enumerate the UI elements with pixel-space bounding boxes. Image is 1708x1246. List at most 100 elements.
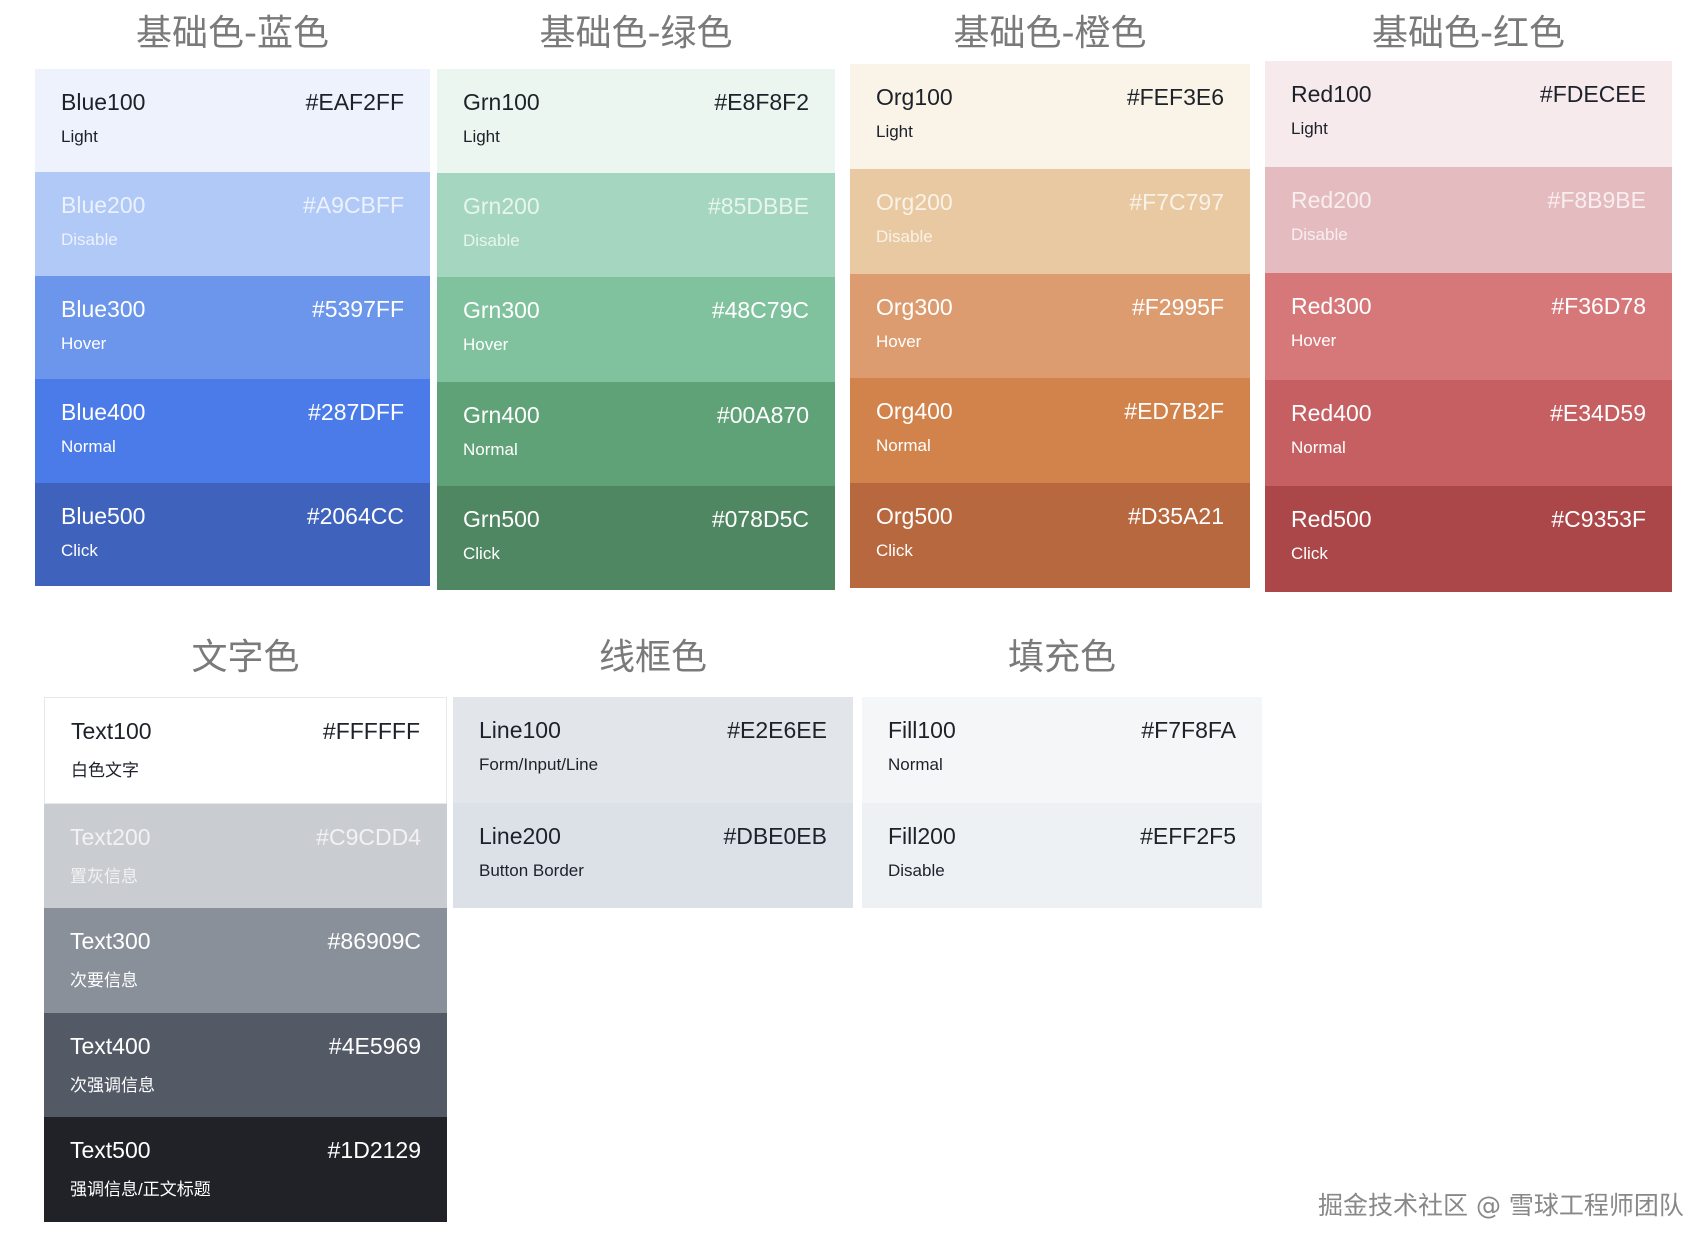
swatch-column: Blue100 #EAF2FF Light Blue200 #A9CBFF Disable… — [35, 69, 430, 587]
swatch-usage: Light — [61, 127, 98, 146]
swatch-hex: #EAF2FF — [305, 89, 404, 115]
swatch-hex: #86909C — [327, 928, 421, 955]
color-swatch: Blue200 #A9CBFF Disable — [35, 172, 430, 276]
swatch-name: Text300 — [70, 928, 151, 955]
color-swatch: Text400 #4E5969 次强调信息 — [44, 1012, 447, 1118]
color-swatch: Red500 #C9353F Click — [1265, 485, 1672, 593]
swatch-hex: #E34D59 — [1550, 399, 1646, 426]
swatch-hex: #C9CDD4 — [316, 823, 421, 850]
color-swatch: Text200 #C9CDD4 置灰信息 — [44, 803, 447, 909]
swatch-usage: Click — [463, 543, 500, 563]
swatch-name: Red200 — [1291, 187, 1372, 214]
swatch-usage: Light — [463, 127, 500, 146]
group-title: 基础色-蓝色 — [136, 13, 329, 54]
group-title: 基础色-绿色 — [539, 13, 733, 54]
swatch-usage: Click — [876, 541, 913, 561]
swatch-usage: 次强调信息 — [70, 1075, 155, 1095]
swatch-usage: Disable — [876, 226, 933, 246]
color-swatch: Grn200 #85DBBE Disable — [437, 173, 835, 278]
swatch-hex: #078D5C — [711, 505, 809, 532]
swatch-usage: 白色文字 — [71, 761, 139, 780]
color-swatch: Fill200 #EFF2F5 Disable — [862, 802, 1262, 908]
swatch-column: Org100 #FEF3E6 Light Org200 #F7C797 Disable Or… — [850, 64, 1250, 588]
swatch-usage: Normal — [61, 437, 116, 457]
color-swatch: Grn300 #48C79C Hover — [437, 277, 835, 382]
swatch-name: Grn300 — [463, 297, 540, 324]
swatch-hex: #FDECEE — [1539, 81, 1646, 107]
color-swatch: Grn400 #00A870 Normal — [437, 381, 835, 486]
color-swatch: Blue300 #5397FF Hover — [35, 275, 430, 380]
color-swatch: Org400 #ED7B2F Normal — [850, 378, 1250, 484]
swatch-name: Text400 — [70, 1032, 151, 1059]
swatch-hex: #287DFF — [308, 399, 404, 426]
swatch-usage: 次要信息 — [70, 971, 138, 991]
swatch-hex: #DBE0EB — [723, 822, 827, 849]
swatch-column: Grn100 #E8F8F2 Light Grn200 #85DBBE Disable Gr… — [437, 69, 835, 591]
swatch-hex: #00A870 — [716, 401, 809, 428]
swatch-name: Grn100 — [463, 89, 540, 115]
swatch-name: Org300 — [876, 293, 953, 320]
swatch-usage: Click — [1291, 543, 1328, 563]
swatch-name: Grn500 — [463, 505, 540, 532]
swatch-usage: Hover — [463, 335, 509, 355]
swatch-hex: #F7C797 — [1129, 188, 1224, 215]
swatch-hex: #F36D78 — [1551, 293, 1646, 320]
swatch-usage: Click — [61, 540, 98, 560]
swatch-hex: #E8F8F2 — [714, 89, 809, 115]
swatch-name: Red100 — [1291, 81, 1372, 107]
swatch-name: Blue500 — [61, 502, 146, 529]
color-swatch: Org300 #F2995F Hover — [850, 273, 1250, 379]
swatch-usage: Disable — [61, 230, 118, 250]
swatch-name: Red500 — [1291, 505, 1372, 532]
group-title: 文字色 — [191, 637, 300, 678]
swatch-name: Red400 — [1291, 399, 1372, 426]
swatch-name: Blue400 — [61, 399, 146, 426]
color-swatch: Text100 #FFFFFF 白色文字 — [44, 697, 447, 804]
color-swatch: Text500 #1D2129 强调信息/正文标题 — [44, 1117, 447, 1222]
swatch-name: Line100 — [479, 717, 561, 743]
group-title: 基础色-红色 — [1372, 13, 1565, 54]
watermark: 掘金技术社区 @ 雪球工程师团队 — [1318, 1191, 1684, 1220]
swatch-usage: Normal — [888, 755, 943, 774]
color-swatch: Red200 #F8B9BE Disable — [1265, 167, 1672, 274]
color-swatch: Org200 #F7C797 Disable — [850, 168, 1250, 274]
swatch-name: Blue200 — [61, 192, 146, 219]
swatch-usage: Normal — [463, 439, 518, 459]
group-title: 基础色-橙色 — [953, 13, 1147, 54]
swatch-usage: Light — [876, 122, 913, 141]
swatch-hex: #EFF2F5 — [1140, 822, 1236, 849]
swatch-name: Text100 — [71, 718, 152, 744]
color-swatch: Grn500 #078D5C Click — [437, 485, 835, 591]
swatch-hex: #5397FF — [311, 295, 404, 322]
swatch-name: Org500 — [876, 503, 953, 530]
color-swatch: Red400 #E34D59 Normal — [1265, 379, 1672, 486]
swatch-hex: #85DBBE — [707, 193, 809, 220]
swatch-hex: #D35A21 — [1128, 503, 1224, 530]
swatch-usage: 强调信息/正文标题 — [70, 1180, 211, 1200]
swatch-usage: Form/Input/Line — [479, 755, 599, 774]
swatch-name: Org200 — [876, 188, 953, 215]
swatch-column: Text100 #FFFFFF 白色文字 Text200 #C9CDD4 置灰信息 Text… — [44, 697, 447, 1222]
swatch-hex: #F7F8FA — [1141, 717, 1236, 743]
swatch-hex: #FEF3E6 — [1126, 84, 1224, 110]
color-swatch: Grn100 #E8F8F2 Light — [437, 69, 835, 174]
swatch-hex: #1D2129 — [327, 1137, 421, 1164]
color-swatch: Org100 #FEF3E6 Light — [850, 64, 1250, 169]
group-title: 线框色 — [598, 637, 707, 678]
color-swatch: Red100 #FDECEE Light — [1265, 61, 1672, 168]
swatch-usage: 置灰信息 — [70, 866, 138, 886]
color-swatch: Blue400 #287DFF Normal — [35, 379, 430, 483]
swatch-hex: #F8B9BE — [1547, 187, 1646, 214]
swatch-hex: #ED7B2F — [1124, 398, 1224, 425]
swatch-name: Text200 — [70, 823, 151, 850]
swatch-name: Text500 — [70, 1137, 151, 1164]
swatch-usage: Normal — [876, 436, 931, 456]
swatch-hex: #FFFFFF — [322, 718, 420, 744]
swatch-usage: Hover — [61, 333, 107, 353]
swatch-column: Line100 #E2E6EE Form/Input/Line Line200 #DBE… — [453, 697, 853, 908]
swatch-name: Line200 — [479, 822, 561, 849]
color-swatch: Text300 #86909C 次要信息 — [44, 908, 447, 1013]
swatch-name: Org100 — [876, 84, 953, 110]
swatch-usage: Normal — [1291, 437, 1346, 457]
swatch-hex: #48C79C — [711, 297, 809, 324]
